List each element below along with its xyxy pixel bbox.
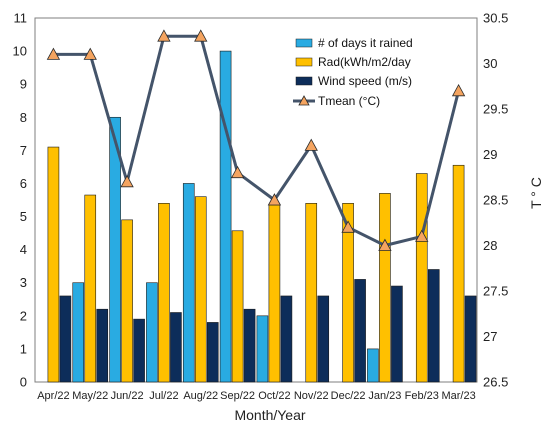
left-tick-label: 5 bbox=[20, 209, 27, 224]
x-tick-label: Dec/22 bbox=[331, 390, 366, 402]
right-tick-label: 30.5 bbox=[483, 11, 508, 26]
x-tick-label: Feb/23 bbox=[405, 390, 439, 402]
x-tick-label: Jan/23 bbox=[368, 390, 401, 402]
legend-marker-tmean bbox=[298, 95, 310, 106]
right-tick-label: 29 bbox=[483, 147, 497, 162]
wind-bar bbox=[354, 279, 366, 383]
left-tick-label: 8 bbox=[20, 110, 27, 125]
tmean-marker bbox=[46, 47, 61, 60]
left-tick-label: 6 bbox=[20, 176, 27, 191]
rad-bar bbox=[452, 164, 465, 383]
x-tick-label: Nov/22 bbox=[294, 390, 329, 402]
right-tick-label: 27 bbox=[483, 329, 497, 344]
rad-bar bbox=[268, 204, 281, 383]
x-tick-label: Apr/22 bbox=[37, 390, 69, 402]
wind-bar bbox=[170, 312, 182, 383]
left-tick-label: 0 bbox=[20, 375, 27, 390]
rain-bar bbox=[109, 116, 121, 383]
left-tick-label: 2 bbox=[20, 308, 27, 323]
left-tick-label: 9 bbox=[20, 77, 27, 92]
legend-label-rad: Rad(kWh/m2/day bbox=[318, 55, 411, 69]
rad-bar bbox=[194, 196, 207, 383]
tmean-marker bbox=[83, 47, 97, 60]
wind-bar bbox=[391, 285, 403, 383]
rad-bar bbox=[47, 146, 60, 383]
rad-bar bbox=[121, 219, 133, 383]
left-tick-label: 10 bbox=[13, 44, 27, 59]
rain-bar bbox=[367, 348, 379, 383]
x-tick-label: Oct/22 bbox=[258, 390, 290, 402]
legend-label-rain: # of days it rained bbox=[318, 36, 413, 50]
plot-border bbox=[34, 17, 478, 383]
legend-label-wind: Wind speed (m/s) bbox=[318, 74, 412, 88]
left-tick-label: 11 bbox=[14, 11, 28, 26]
right-axis-title: T ° C bbox=[528, 177, 544, 209]
tmean-marker bbox=[194, 29, 208, 42]
rad-bar bbox=[231, 230, 244, 383]
wind-bar bbox=[59, 295, 72, 383]
rain-bar bbox=[72, 282, 85, 383]
legend-swatch-rain bbox=[295, 38, 313, 48]
tmean-marker bbox=[120, 174, 134, 188]
rad-bar bbox=[158, 203, 170, 383]
left-tick-label: 1 bbox=[20, 341, 27, 356]
x-tick-label: Jun/22 bbox=[111, 390, 144, 402]
right-tick-label: 30 bbox=[483, 56, 497, 71]
wind-bar bbox=[243, 308, 256, 383]
rain-bar bbox=[219, 50, 232, 383]
legend-swatch-wind bbox=[295, 76, 313, 86]
x-tick-label: Sep/22 bbox=[220, 390, 255, 402]
wind-bar bbox=[280, 295, 293, 383]
x-axis-title: Month/Year bbox=[234, 407, 305, 423]
wind-bar bbox=[464, 295, 477, 383]
tmean-marker bbox=[267, 193, 282, 206]
wind-bar bbox=[133, 318, 145, 383]
tmean-marker bbox=[341, 220, 355, 233]
tmean-marker bbox=[304, 138, 318, 151]
x-tick-label: Aug/22 bbox=[183, 390, 218, 402]
left-tick-label: 7 bbox=[20, 143, 27, 158]
tmean-marker bbox=[451, 83, 466, 97]
right-tick-label: 28.5 bbox=[483, 193, 508, 208]
wind-bar bbox=[96, 308, 109, 383]
rad-bar bbox=[84, 194, 97, 383]
right-axis: 26.5 27 27.5 28 28.5 29 29.5 30 30.5 bbox=[483, 11, 508, 390]
tmean-line bbox=[53, 34, 461, 247]
x-tick-label: Jul/22 bbox=[149, 390, 178, 402]
legend: # of days it rained Rad(kWh/m2/day Wind … bbox=[293, 36, 413, 108]
left-tick-label: 3 bbox=[20, 275, 27, 290]
rad-bar bbox=[379, 193, 391, 383]
rad-bar bbox=[342, 203, 354, 383]
right-tick-label: 27.5 bbox=[483, 284, 508, 299]
right-tick-label: 29.5 bbox=[483, 102, 508, 117]
x-tick-label: Mar/23 bbox=[441, 390, 475, 402]
wind-bar bbox=[427, 269, 440, 383]
right-tick-label: 26.5 bbox=[483, 375, 508, 390]
right-tick-label: 28 bbox=[483, 238, 497, 253]
rad-bar bbox=[415, 173, 428, 383]
plot-area bbox=[34, 17, 478, 383]
rain-bar bbox=[182, 183, 195, 383]
x-axis: Apr/22 May/22 Jun/22 Jul/22 Aug/22 Sep/22 Oct/… bbox=[37, 390, 476, 402]
rain-bar bbox=[146, 282, 158, 383]
left-axis: 0 1 2 3 4 5 6 7 8 9 10 11 bbox=[13, 11, 27, 390]
wind-bar bbox=[317, 295, 330, 383]
legend-swatch-rad bbox=[295, 57, 313, 67]
left-tick-label: 4 bbox=[20, 242, 27, 257]
x-tick-label: May/22 bbox=[72, 390, 108, 402]
tmean-marker bbox=[378, 238, 392, 251]
rain-bar bbox=[256, 315, 269, 383]
tmean-marker bbox=[157, 29, 171, 42]
tmean-marker bbox=[230, 165, 245, 179]
tmean-marker bbox=[415, 229, 429, 242]
wind-bar bbox=[206, 322, 219, 383]
legend-label-tmean: Tmean (°C) bbox=[318, 94, 380, 108]
rad-bar bbox=[305, 203, 318, 383]
